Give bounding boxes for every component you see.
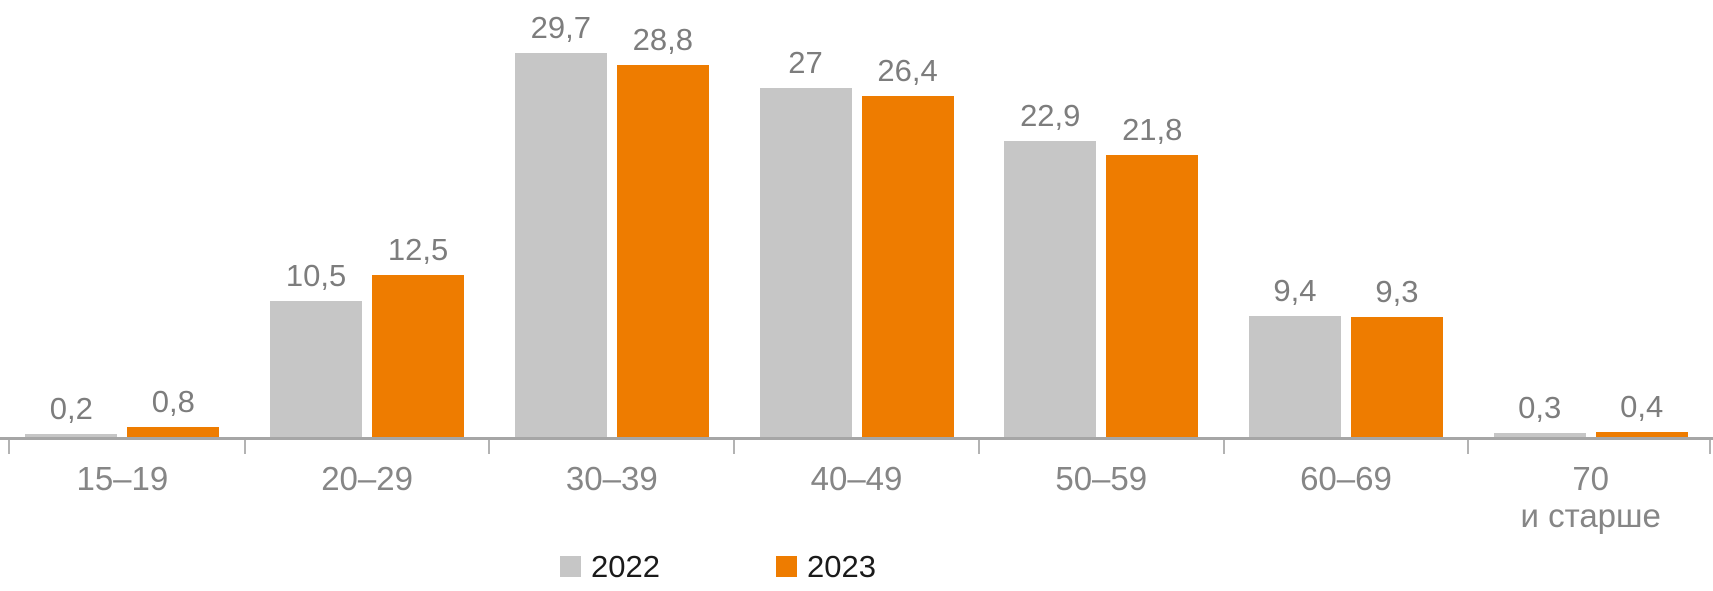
bar-2023 bbox=[127, 426, 220, 437]
x-axis-tick bbox=[977, 440, 980, 454]
bar-2022 bbox=[25, 434, 118, 437]
value-label: 9,4 bbox=[1273, 272, 1317, 308]
bar-wrap: 0,3 bbox=[1493, 390, 1586, 437]
bar-group-60–69: 9,4 9,3 bbox=[1224, 0, 1469, 437]
bar-2022 bbox=[759, 87, 852, 437]
bar-wrap: 0,2 bbox=[25, 391, 118, 437]
bar-2022 bbox=[514, 53, 607, 437]
value-label: 0,4 bbox=[1620, 388, 1664, 424]
bar-wrap: 21,8 bbox=[1106, 112, 1199, 437]
value-label: 29,7 bbox=[530, 10, 591, 45]
value-label: 12,5 bbox=[387, 232, 449, 268]
x-axis-tick bbox=[1222, 440, 1225, 454]
bar-wrap: 28,8 bbox=[616, 21, 709, 437]
bar-group-50–59: 22,9 21,8 bbox=[979, 0, 1224, 437]
legend-swatch-2023-icon bbox=[775, 556, 797, 577]
x-axis-category-label: 70 и старше bbox=[1520, 460, 1661, 534]
bar-group-15–19: 0,2 0,8 bbox=[0, 0, 245, 437]
bar-2023 bbox=[1350, 316, 1443, 437]
x-axis-tick bbox=[8, 440, 10, 454]
bar-wrap: 27 bbox=[759, 44, 852, 437]
bar-2023 bbox=[1106, 155, 1199, 437]
x-axis-labels: 15–19 20–29 30–39 40–49 50–59 60–69 70 и старше bbox=[0, 460, 1713, 535]
bar-2023 bbox=[372, 275, 465, 437]
bar-2022 bbox=[1248, 315, 1341, 437]
bar-2023 bbox=[861, 95, 954, 437]
bar-wrap: 0,8 bbox=[127, 383, 220, 437]
bar-2023 bbox=[616, 64, 709, 437]
legend-label-2022: 2022 bbox=[591, 549, 660, 584]
value-label: 10,5 bbox=[285, 258, 347, 294]
bar-wrap: 0,4 bbox=[1595, 388, 1688, 437]
bar-2022 bbox=[270, 301, 363, 437]
bar-group-70 и старше: 0,3 0,4 bbox=[1468, 0, 1713, 437]
legend-item-2022: 2022 bbox=[560, 551, 660, 582]
value-label: 9,3 bbox=[1375, 273, 1419, 309]
bar-wrap: 9,4 bbox=[1248, 272, 1341, 437]
x-axis-category-label: 15–19 bbox=[76, 460, 169, 497]
x-axis-line bbox=[0, 437, 1713, 440]
bar-2022 bbox=[1004, 140, 1097, 437]
bar-groups: 0,2 0,8 10,5 12,5 29,7 28,8 27 26,4 22,9 21,8 9,4 9… bbox=[0, 0, 1713, 437]
bar-wrap: 12,5 bbox=[372, 232, 465, 437]
plot-area: 0,2 0,8 10,5 12,5 29,7 28,8 27 26,4 22,9 21,8 9,4 9… bbox=[0, 0, 1713, 437]
value-label: 0,2 bbox=[49, 391, 93, 427]
value-label: 21,8 bbox=[1122, 112, 1183, 148]
bar-2022 bbox=[1493, 433, 1586, 437]
legend-swatch-2022-icon bbox=[560, 556, 581, 577]
legend-label-2023: 2023 bbox=[806, 549, 876, 584]
x-axis-tick bbox=[488, 440, 491, 454]
value-label: 26,4 bbox=[877, 52, 938, 88]
bar-group-30–39: 29,7 28,8 bbox=[489, 0, 734, 437]
x-axis-tick bbox=[1467, 440, 1470, 454]
bar-wrap: 29,7 bbox=[514, 10, 607, 437]
value-label: 22,9 bbox=[1020, 97, 1081, 133]
x-axis-tick bbox=[1709, 440, 1711, 454]
x-axis-category-label: 20–29 bbox=[321, 460, 413, 497]
x-axis-tick bbox=[733, 440, 736, 454]
bar-wrap: 22,9 bbox=[1004, 97, 1097, 437]
x-axis-category-label: 30–39 bbox=[565, 460, 658, 497]
value-label: 0,3 bbox=[1518, 390, 1562, 426]
legend: 2022 2023 bbox=[560, 551, 876, 582]
value-label: 27 bbox=[788, 44, 823, 80]
legend-item-2023: 2023 bbox=[775, 549, 876, 584]
bar-wrap: 10,5 bbox=[270, 258, 363, 437]
bar-group-40–49: 27 26,4 bbox=[734, 0, 979, 437]
x-axis-tick bbox=[243, 440, 246, 454]
bar-group-20–29: 10,5 12,5 bbox=[245, 0, 490, 437]
bar-2023 bbox=[1595, 431, 1688, 437]
bar-wrap: 9,3 bbox=[1350, 273, 1443, 437]
x-axis-ticks bbox=[0, 440, 1713, 455]
value-label: 28,8 bbox=[632, 21, 693, 57]
x-axis-category-label: 40–49 bbox=[810, 460, 903, 497]
x-axis-category-label: 50–59 bbox=[1055, 460, 1148, 497]
bar-wrap: 26,4 bbox=[861, 52, 954, 437]
value-label: 0,8 bbox=[151, 383, 195, 419]
x-axis-category-label: 60–69 bbox=[1300, 460, 1392, 497]
